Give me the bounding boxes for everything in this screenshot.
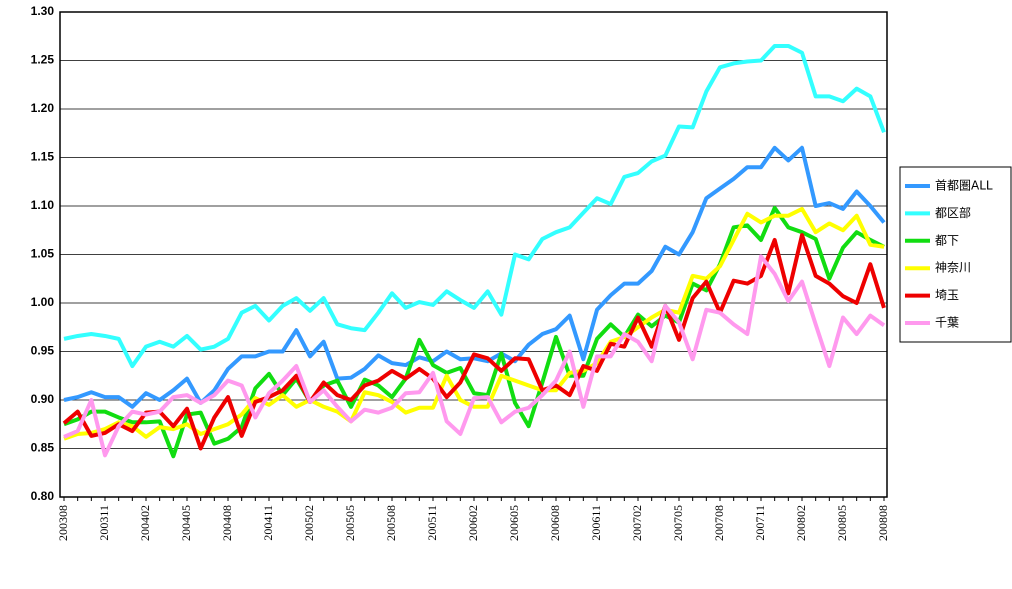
x-tick-label: 200311: [97, 505, 111, 541]
legend-label: 都下: [935, 233, 959, 247]
x-tick-label: 200308: [56, 505, 70, 541]
x-tick-label: 200705: [671, 505, 685, 541]
y-tick-label: 1.30: [31, 4, 55, 18]
x-tick-label: 200605: [507, 505, 521, 541]
y-tick-label: 0.80: [31, 489, 55, 503]
series-line: [63, 254, 886, 458]
x-tick-label: 200411: [261, 505, 275, 541]
y-tick-label: 1.00: [31, 295, 55, 309]
legend-label: 埼玉: [935, 288, 959, 302]
y-tick-label: 1.25: [31, 53, 55, 67]
x-tick-label: 200405: [179, 505, 193, 541]
x-tick-label: 200702: [630, 505, 644, 541]
legend-label: 首都圏ALL: [935, 179, 993, 193]
legend-label: 千葉: [935, 316, 959, 330]
x-tick-label: 200802: [794, 505, 808, 541]
y-tick-label: 1.15: [31, 150, 55, 164]
y-tick-label: 0.90: [31, 392, 55, 406]
series-line: [63, 206, 885, 441]
x-tick-label: 200808: [876, 505, 890, 541]
x-tick-label: 200408: [220, 505, 234, 541]
series-line: [63, 205, 885, 459]
x-tick-label: 200602: [466, 505, 480, 541]
x-tick-label: 200611: [589, 505, 603, 541]
x-tick-label: 200505: [343, 505, 357, 541]
x-tick-label: 200508: [384, 505, 398, 541]
series-line: [63, 43, 886, 369]
x-tick-label: 200502: [302, 505, 316, 541]
y-tick-label: 1.20: [31, 101, 55, 115]
legend-label: 都区部: [935, 205, 971, 220]
y-tick-label: 1.10: [31, 198, 55, 212]
y-tick-label: 1.05: [31, 247, 55, 261]
x-tick-label: 200402: [138, 505, 152, 541]
x-tick-label: 200608: [548, 505, 562, 541]
x-tick-label: 200708: [712, 505, 726, 541]
series-line: [62, 233, 886, 451]
x-tick-label: 200711: [753, 505, 767, 541]
legend-label: 神奈川: [935, 261, 971, 275]
x-tick-label: 200805: [835, 505, 849, 541]
x-tick-label: 200511: [425, 505, 439, 541]
y-tick-label: 0.95: [31, 344, 55, 358]
legend-box: [899, 166, 1012, 343]
y-tick-label: 0.85: [31, 441, 55, 455]
